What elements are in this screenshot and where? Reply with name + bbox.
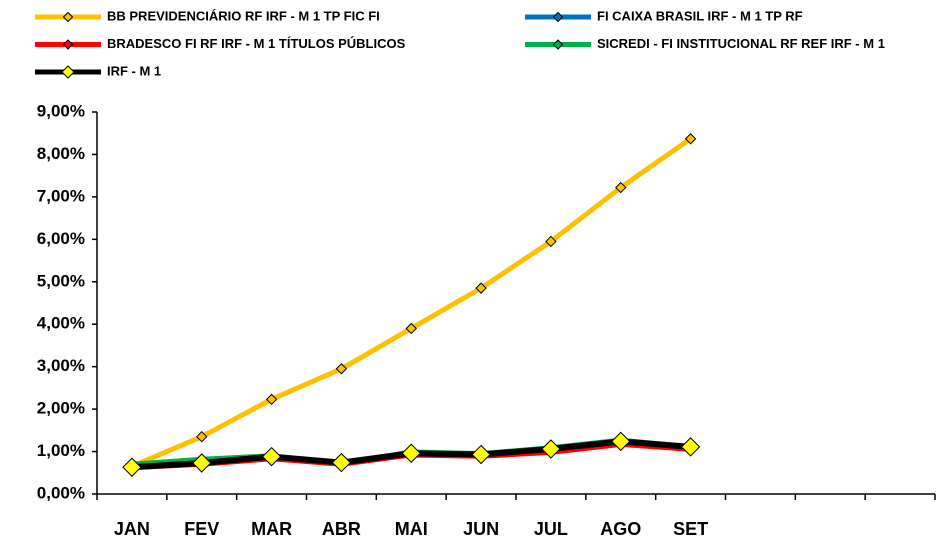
legend-marker	[62, 11, 74, 23]
y-tick-label: 1,00%	[37, 441, 85, 460]
series-marker	[615, 181, 627, 194]
y-tick-label: 8,00%	[37, 144, 85, 163]
y-tick-label: 2,00%	[37, 399, 85, 418]
legend-marker	[552, 39, 564, 50]
series-marker	[196, 430, 208, 443]
series-marker	[122, 457, 142, 477]
series-marker	[401, 443, 421, 463]
y-tick-label: 3,00%	[37, 356, 85, 375]
x-tick-label: JUN	[463, 519, 499, 539]
x-tick-label: JAN	[114, 519, 150, 539]
x-tick-label: ABR	[322, 519, 361, 539]
series-marker	[405, 322, 417, 335]
series-marker	[261, 446, 282, 467]
y-tick-label: 7,00%	[37, 186, 85, 205]
legend-marker	[61, 65, 75, 79]
legend-label: IRF - M 1	[107, 63, 161, 78]
x-tick-label: AGO	[600, 519, 641, 539]
x-tick-label: MAI	[395, 519, 428, 539]
series-marker	[331, 452, 352, 473]
series-marker	[680, 437, 701, 457]
series-marker	[471, 444, 491, 465]
y-tick-label: 4,00%	[37, 314, 85, 333]
x-tick-label: MAR	[251, 519, 292, 539]
legend-label: BRADESCO FI RF IRF - M 1 TÍTULOS PÚBLICO…	[107, 36, 406, 51]
y-tick-label: 5,00%	[37, 271, 85, 290]
series-marker	[335, 363, 348, 375]
legend-label: BB PREVIDENCIÁRIO RF IRF - M 1 TP FIC FI	[107, 8, 380, 23]
series-marker	[265, 393, 278, 406]
series-marker	[611, 431, 631, 452]
y-tick-label: 6,00%	[37, 229, 85, 248]
series-marker	[545, 235, 557, 248]
series-marker	[192, 453, 212, 473]
x-tick-label: JUL	[534, 519, 568, 539]
series-marker	[684, 133, 697, 145]
legend-label: FI CAIXA BRASIL IRF - M 1 TP RF	[597, 8, 803, 23]
series-marker	[475, 282, 487, 294]
y-tick-label: 0,00%	[37, 483, 85, 502]
legend-marker	[62, 39, 74, 50]
x-tick-label: FEV	[184, 519, 219, 539]
legend-label: SICREDI - FI INSTITUCIONAL RF REF IRF - …	[597, 36, 885, 51]
y-tick-label: 9,00%	[37, 101, 85, 120]
legend-marker	[552, 11, 564, 23]
series-marker	[541, 439, 561, 459]
series-line	[130, 136, 693, 469]
x-tick-label: SET	[673, 519, 708, 539]
